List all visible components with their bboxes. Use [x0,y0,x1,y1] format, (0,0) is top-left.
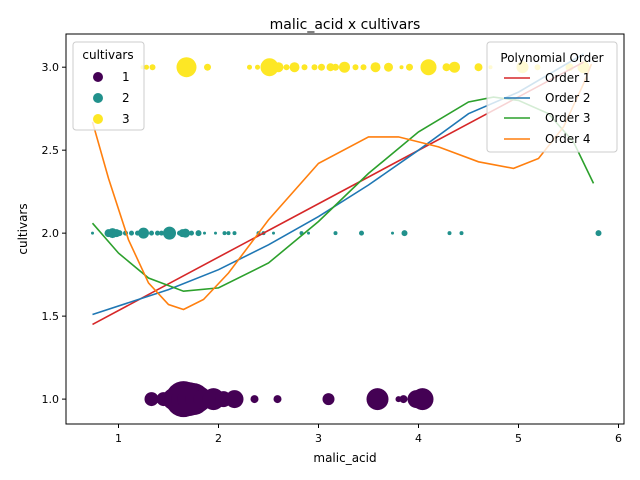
data-point-11 [225,390,244,409]
y-tick-label-3: 2.5 [42,144,60,157]
data-point-73 [360,64,367,71]
data-point-59 [204,63,211,71]
x-tick-label-5: 5 [515,432,522,445]
x-tick-label-6: 6 [615,432,622,445]
polynomial-legend-frame [486,41,618,153]
y-tick-label-0: 1.0 [42,393,60,406]
legend-label-2: 2 [122,91,130,105]
y-axis-label: cultivars [16,203,30,254]
data-point-62 [260,58,279,77]
data-point-74 [370,62,381,73]
data-point-41 [226,231,231,236]
data-point-15 [366,388,389,411]
data-point-42 [232,231,237,236]
data-point-76 [399,65,404,70]
x-axis: 1 2 3 4 5 6 [115,424,622,445]
data-point-80 [449,61,460,73]
data-point-30 [155,230,160,236]
data-point-12 [250,395,259,404]
data-point-53 [459,231,464,236]
plot-frame [65,33,625,425]
data-point-68 [318,63,325,71]
legend-label-order-3: Order 3 [545,111,591,125]
data-point-65 [289,62,300,73]
data-point-14 [322,393,335,406]
data-point-70 [332,63,339,71]
chart-title: malic_acid x cultivars [270,17,421,33]
data-point-29 [149,230,154,236]
data-point-81 [474,63,483,72]
data-point-56 [144,64,149,70]
data-point-51 [401,230,408,237]
y-tick-label-2: 2.0 [42,227,60,240]
fit-curve-order-4 [91,63,593,311]
data-point-17 [399,395,408,404]
data-point-24 [116,230,123,237]
data-point-69 [326,63,335,72]
data-point-19 [411,388,434,411]
data-point-64 [283,64,290,71]
data-point-63 [273,62,284,73]
data-point-61 [255,64,260,70]
y-tick-label-1: 1.5 [42,310,60,323]
data-point-45 [272,231,275,235]
data-point-60 [247,64,252,70]
x-tick-label-2: 2 [215,432,222,445]
data-point-52 [447,231,452,236]
data-point-31 [159,230,164,236]
y-axis: 1.0 1.5 2.0 2.5 3.0 [42,61,66,406]
x-tick-label-1: 1 [115,432,122,445]
data-point-28 [138,227,149,239]
data-point-72 [352,64,359,71]
data-point-13 [273,395,282,404]
polynomial-order-legend: Polynomial Order Order 1 Order 2 Order 3… [486,41,618,153]
legend-label-order-2: Order 2 [545,91,591,105]
x-axis-label: malic_acid [313,451,376,465]
data-point-0 [144,392,159,407]
data-point-67 [311,64,318,71]
data-point-58 [176,57,197,78]
data-point-79 [442,63,451,72]
data-point-40 [222,231,227,236]
data-point-66 [301,64,308,71]
data-point-48 [333,231,338,236]
data-point-37 [195,230,202,237]
data-point-20 [91,231,94,235]
y-tick-label-4: 3.0 [42,61,60,74]
polynomial-legend-title: Polynomial Order [500,51,603,65]
data-point-47 [307,231,310,235]
cultivars-legend-frame [72,41,145,131]
legend-label-order-4: Order 4 [545,132,591,146]
data-point-77 [406,63,413,71]
data-point-78 [420,59,437,76]
x-tick-label-3: 3 [315,432,322,445]
legend-marker-2 [93,93,103,103]
legend-label-1: 1 [122,70,130,84]
data-point-26 [129,230,134,236]
legend-marker-1 [93,72,103,82]
data-point-38 [203,231,206,235]
data-point-35 [181,228,190,238]
legend-marker-3 [93,114,103,124]
cultivars-legend: cultivars 1 2 3 [72,41,145,131]
data-point-50 [391,231,394,235]
legend-label-3: 3 [122,112,130,126]
x-tick-label-4: 4 [415,432,422,445]
data-point-39 [214,231,217,235]
cultivars-legend-title: cultivars [82,48,133,62]
data-point-49 [359,230,364,236]
data-point-57 [149,64,156,71]
data-point-54 [595,230,602,237]
data-point-32 [163,226,176,240]
legend-label-order-1: Order 1 [545,71,591,85]
data-point-36 [189,230,194,236]
data-point-75 [384,62,393,72]
data-point-71 [339,61,350,73]
